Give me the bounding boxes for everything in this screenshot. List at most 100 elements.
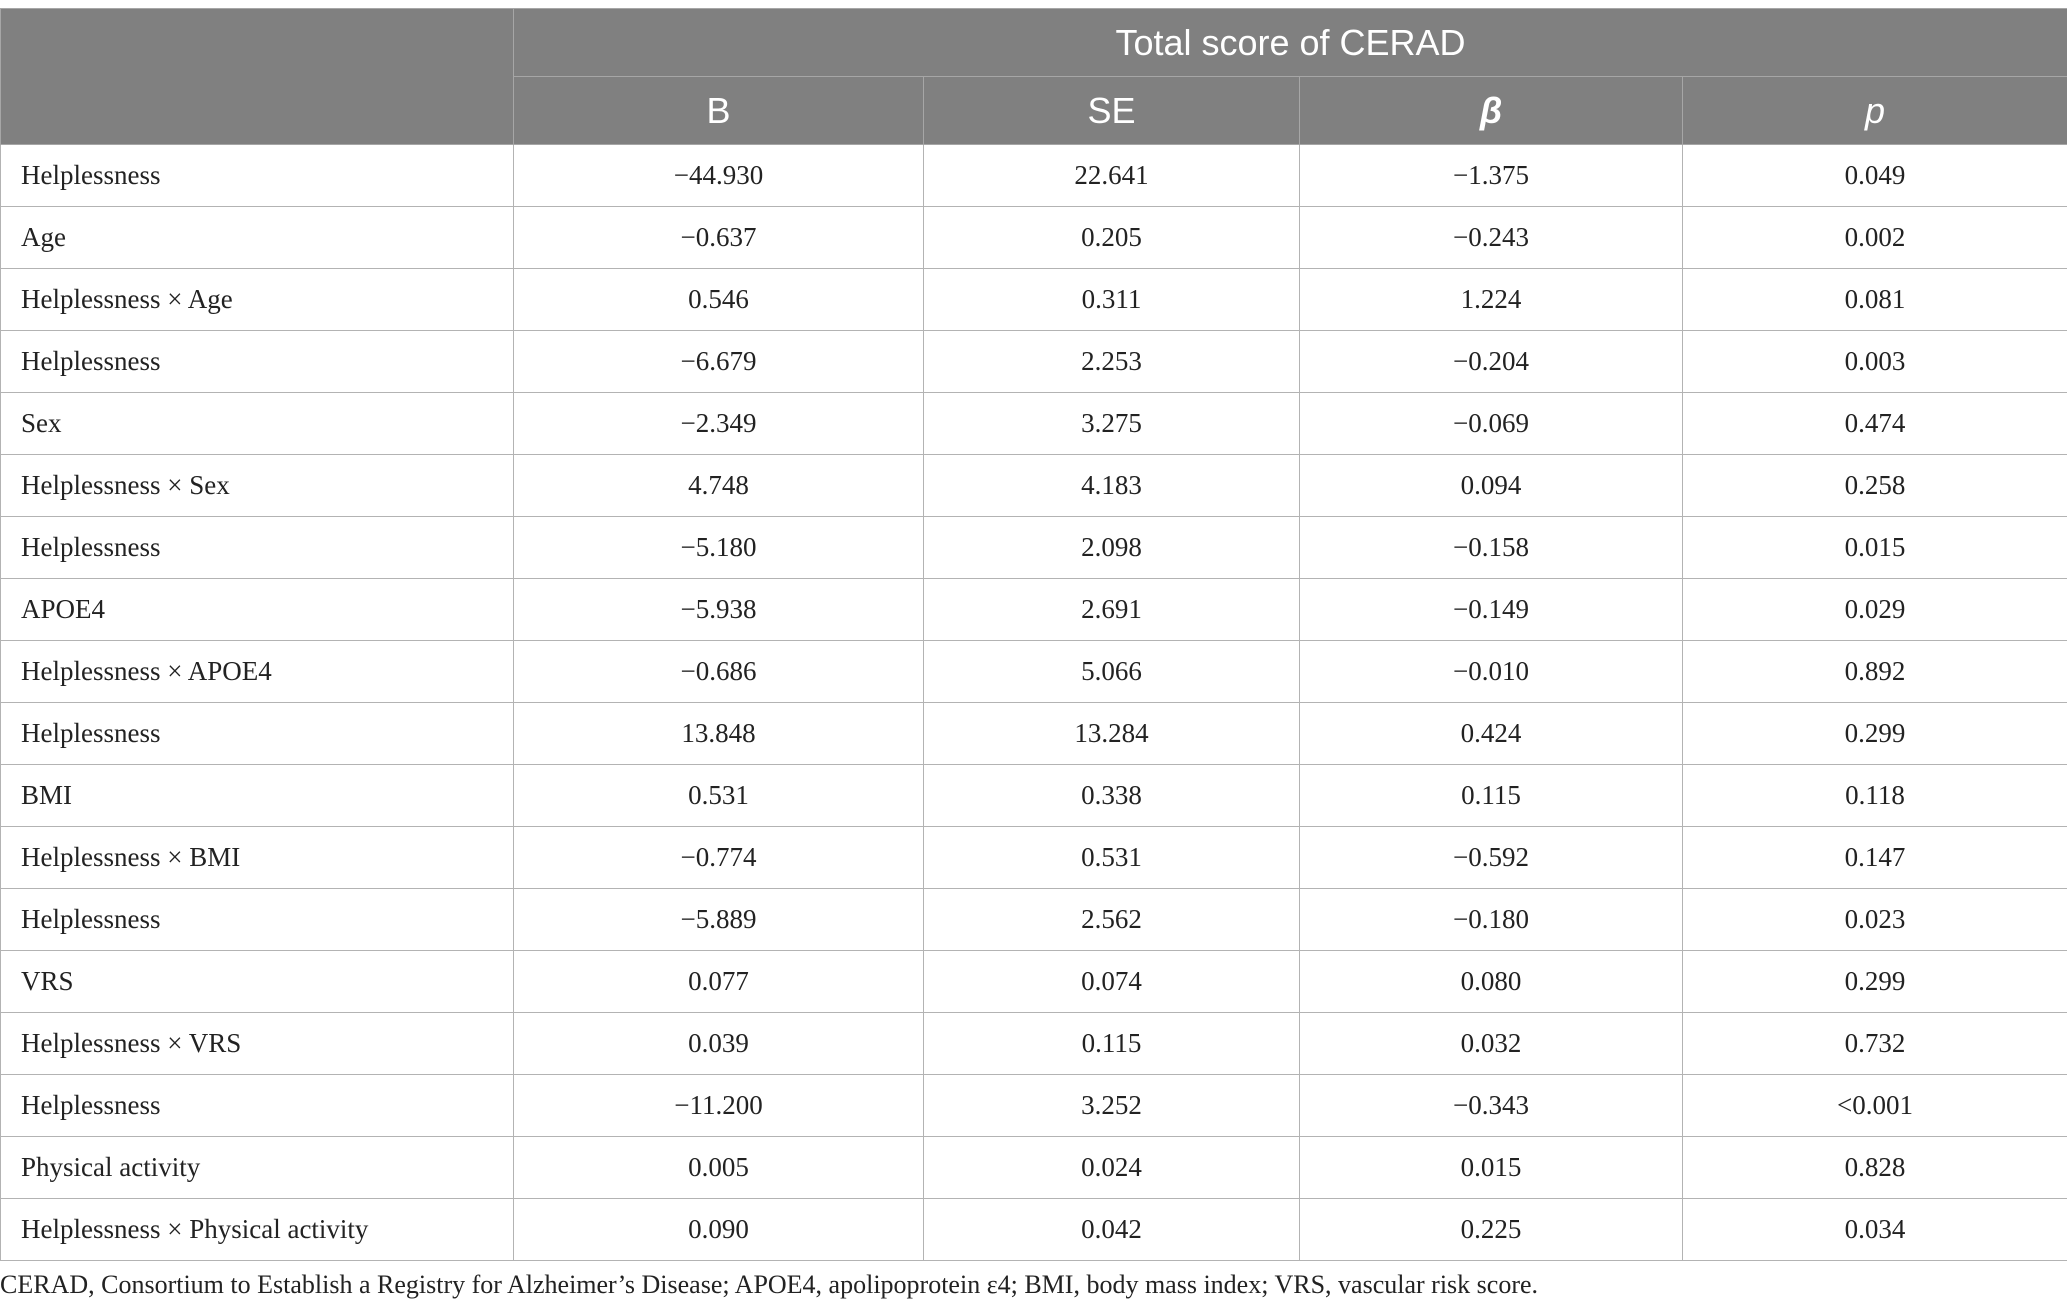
column-header-se: SE (923, 76, 1300, 145)
table-row: Helplessness −6.679 2.253 −0.204 0.003 (0, 330, 2067, 393)
table-row: Helplessness × APOE4 −0.686 5.066 −0.010 0.8… (0, 640, 2067, 703)
cell-se: 3.252 (923, 1074, 1300, 1137)
cell-se: 0.531 (923, 826, 1300, 889)
row-label: Helplessness (0, 1074, 514, 1137)
cell-b: 0.077 (513, 950, 924, 1013)
cell-beta: 0.115 (1299, 764, 1683, 827)
row-label: BMI (0, 764, 514, 827)
table-row: Helplessness × BMI −0.774 0.531 −0.592 0.147 (0, 826, 2067, 889)
table-row: Helplessness −11.200 3.252 −0.343 <0.001 (0, 1074, 2067, 1137)
cell-se: 0.338 (923, 764, 1300, 827)
cell-beta: −0.069 (1299, 392, 1683, 455)
header-corner-cell (0, 8, 514, 145)
row-label: Helplessness (0, 330, 514, 393)
cell-se: 0.074 (923, 950, 1300, 1013)
cell-beta: 0.094 (1299, 454, 1683, 517)
cell-b: −44.930 (513, 144, 924, 207)
cell-beta: 0.225 (1299, 1198, 1683, 1261)
cell-p: 0.003 (1682, 330, 2067, 393)
cell-b: −0.686 (513, 640, 924, 703)
cell-p: 0.034 (1682, 1198, 2067, 1261)
row-label: Sex (0, 392, 514, 455)
cell-beta: 0.015 (1299, 1136, 1683, 1199)
table-row: APOE4 −5.938 2.691 −0.149 0.029 (0, 578, 2067, 641)
column-header-b: B (513, 76, 924, 145)
column-header-beta: β (1299, 76, 1683, 145)
table-header: Total score of CERAD B SE β p (0, 8, 2067, 145)
cell-p: 0.118 (1682, 764, 2067, 827)
cell-b: −5.889 (513, 888, 924, 951)
cell-beta: 1.224 (1299, 268, 1683, 331)
cell-b: 0.039 (513, 1012, 924, 1075)
cell-b: 13.848 (513, 702, 924, 765)
row-label: Helplessness × Sex (0, 454, 514, 517)
cell-p: 0.081 (1682, 268, 2067, 331)
cell-beta: −0.180 (1299, 888, 1683, 951)
cell-beta: −0.343 (1299, 1074, 1683, 1137)
cell-b: −11.200 (513, 1074, 924, 1137)
cell-se: 0.205 (923, 206, 1300, 269)
row-label: Physical activity (0, 1136, 514, 1199)
row-label: Helplessness (0, 888, 514, 951)
cell-p: 0.892 (1682, 640, 2067, 703)
cell-beta: −0.158 (1299, 516, 1683, 579)
row-label: APOE4 (0, 578, 514, 641)
cell-se: 0.115 (923, 1012, 1300, 1075)
row-label: Helplessness × Physical activity (0, 1198, 514, 1261)
cell-b: −5.180 (513, 516, 924, 579)
regression-table-container: Total score of CERAD B SE β p Helplessne… (0, 8, 2067, 1261)
cell-beta: 0.080 (1299, 950, 1683, 1013)
cell-beta: −0.010 (1299, 640, 1683, 703)
row-label: VRS (0, 950, 514, 1013)
regression-table: Total score of CERAD B SE β p Helplessne… (0, 8, 2067, 1261)
row-label: Helplessness (0, 144, 514, 207)
cell-beta: −0.204 (1299, 330, 1683, 393)
cell-se: 5.066 (923, 640, 1300, 703)
cell-b: 0.546 (513, 268, 924, 331)
group-header: Total score of CERAD (513, 8, 2067, 77)
cell-b: 0.005 (513, 1136, 924, 1199)
cell-b: −0.774 (513, 826, 924, 889)
row-label: Helplessness × APOE4 (0, 640, 514, 703)
cell-se: 13.284 (923, 702, 1300, 765)
cell-b: 0.090 (513, 1198, 924, 1261)
cell-p: 0.002 (1682, 206, 2067, 269)
table-row: Age −0.637 0.205 −0.243 0.002 (0, 206, 2067, 269)
table-row: VRS 0.077 0.074 0.080 0.299 (0, 950, 2067, 1013)
table-row: Helplessness −5.889 2.562 −0.180 0.023 (0, 888, 2067, 951)
row-label: Helplessness × Age (0, 268, 514, 331)
row-label: Helplessness (0, 702, 514, 765)
table-row: Helplessness × Sex 4.748 4.183 0.094 0.258 (0, 454, 2067, 517)
cell-se: 4.183 (923, 454, 1300, 517)
cell-p: 0.474 (1682, 392, 2067, 455)
row-label: Helplessness × BMI (0, 826, 514, 889)
cell-p: 0.015 (1682, 516, 2067, 579)
column-header-row: B SE β p (1, 76, 2067, 145)
table-row: Helplessness × Age 0.546 0.311 1.224 0.081 (0, 268, 2067, 331)
row-label: Age (0, 206, 514, 269)
table-row: Helplessness × VRS 0.039 0.115 0.032 0.732 (0, 1012, 2067, 1075)
cell-p: 0.023 (1682, 888, 2067, 951)
cell-b: −0.637 (513, 206, 924, 269)
cell-se: 2.253 (923, 330, 1300, 393)
cell-b: −6.679 (513, 330, 924, 393)
table-row: Physical activity 0.005 0.024 0.015 0.828 (0, 1136, 2067, 1199)
cell-p: 0.732 (1682, 1012, 2067, 1075)
cell-se: 2.098 (923, 516, 1300, 579)
cell-p: <0.001 (1682, 1074, 2067, 1137)
row-label: Helplessness (0, 516, 514, 579)
cell-se: 0.311 (923, 268, 1300, 331)
cell-beta: 0.032 (1299, 1012, 1683, 1075)
table-body: Helplessness −44.930 22.641 −1.375 0.049 Age −… (0, 144, 2067, 1261)
cell-b: 0.531 (513, 764, 924, 827)
cell-b: −2.349 (513, 392, 924, 455)
table-footnote: CERAD, Consortium to Establish a Registr… (0, 1270, 1539, 1299)
cell-p: 0.029 (1682, 578, 2067, 641)
cell-beta: −0.592 (1299, 826, 1683, 889)
cell-p: 0.049 (1682, 144, 2067, 207)
cell-se: 0.024 (923, 1136, 1300, 1199)
row-label: Helplessness × VRS (0, 1012, 514, 1075)
cell-p: 0.299 (1682, 702, 2067, 765)
table-row: Sex −2.349 3.275 −0.069 0.474 (0, 392, 2067, 455)
cell-p: 0.828 (1682, 1136, 2067, 1199)
